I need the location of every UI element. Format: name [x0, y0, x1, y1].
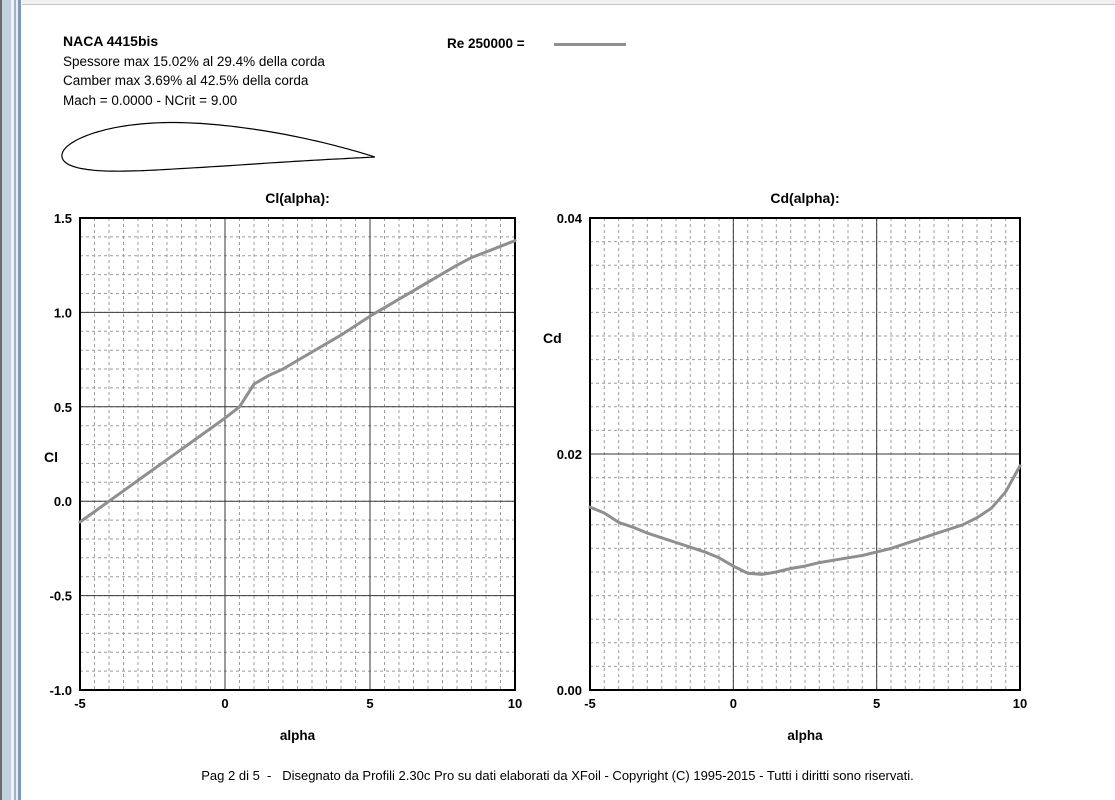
y-tick-label: 0.00 — [557, 683, 582, 698]
x-tick-label: 0 — [221, 696, 228, 711]
y-tick-label: -1.0 — [50, 683, 72, 698]
plot-border — [79, 217, 516, 691]
data-series — [78, 239, 517, 524]
cd-y-axis-label: Cd — [543, 330, 562, 346]
thickness-info: Spessore max 15.02% al 29.4% della corda — [63, 53, 325, 69]
airfoil-outline — [61, 121, 376, 172]
mach-ncrit-info: Mach = 0.0000 - NCrit = 9.00 — [63, 92, 238, 108]
cl-y-axis-label: Cl — [44, 449, 58, 465]
x-tick-label: 0 — [730, 696, 737, 711]
x-tick-label: 5 — [366, 696, 373, 711]
camber-info: Camber max 3.69% al 42.5% della corda — [63, 73, 309, 88]
y-tick-label: 0.0 — [54, 494, 72, 509]
cl-chart-title: Cl(alpha): — [265, 190, 330, 206]
y-tick-label: 0.02 — [557, 447, 582, 462]
x-tick-label: 10 — [508, 696, 522, 711]
reynolds-legend-label: Re 250000 = — [447, 36, 525, 51]
y-tick-label: 1.5 — [54, 211, 72, 226]
y-tick-label: -0.5 — [50, 589, 72, 604]
cl-x-axis-label: alpha — [279, 728, 316, 743]
window-left-edge — [0, 0, 22, 800]
cd-chart-title: Cd(alpha): — [770, 190, 840, 206]
x-tick-label: -5 — [74, 696, 86, 711]
plot-border — [589, 217, 1021, 691]
airfoil-name: NACA 4415bis — [63, 33, 159, 49]
y-tick-label: 0.04 — [557, 211, 583, 226]
x-tick-label: 10 — [1013, 696, 1027, 711]
x-tick-label: -5 — [584, 696, 596, 711]
y-tick-label: 0.5 — [54, 400, 72, 415]
y-tick-label: 1.0 — [54, 305, 72, 320]
page-footer: Pag 2 di 5 - Disegnato da Profili 2.30c … — [201, 768, 914, 783]
cd-x-axis-label: alpha — [787, 728, 823, 743]
window-top-edge — [0, 0, 1115, 5]
x-tick-label: 5 — [873, 696, 880, 711]
airfoil-info-block: NACA 4415bis Spessore max 15.02% al 29.4… — [63, 32, 325, 110]
data-series — [588, 464, 1022, 576]
reynolds-legend-line — [554, 43, 626, 46]
